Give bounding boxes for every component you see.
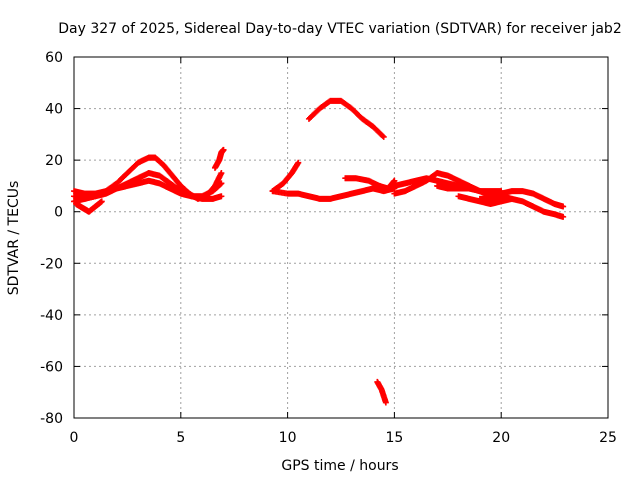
y-tick-label: 20 — [45, 153, 63, 169]
y-tick-label: 0 — [54, 205, 63, 221]
series-track-o — [455, 193, 515, 207]
series-track-e — [211, 146, 227, 171]
data-point — [382, 399, 389, 406]
series-track-m — [434, 182, 567, 210]
data-point — [218, 170, 225, 177]
data-point — [98, 198, 105, 205]
y-tick-label: 60 — [45, 50, 63, 66]
axis-tick-labels: 0 5 10 15 20 25 -80 -60 -40 -20 0 20 40 60 — [40, 50, 617, 446]
data-points — [71, 97, 567, 406]
data-point — [560, 213, 567, 220]
y-tick-label: -40 — [40, 308, 63, 324]
data-point — [560, 203, 567, 210]
grid-lines — [74, 57, 608, 418]
x-tick-label: 10 — [279, 430, 297, 446]
data-point — [295, 159, 302, 166]
series-track-g — [269, 185, 398, 202]
data-point — [218, 193, 225, 200]
series-track-i — [342, 175, 398, 192]
x-tick-label: 25 — [599, 430, 617, 446]
x-axis-label: GPS time / hours — [281, 458, 398, 474]
y-tick-label: -80 — [40, 411, 63, 427]
y-tick-label: 40 — [45, 102, 63, 118]
x-tick-label: 0 — [70, 430, 79, 446]
series-track-c — [71, 177, 225, 202]
series-track-j — [374, 378, 389, 406]
x-tick-label: 5 — [176, 430, 185, 446]
data-point — [379, 132, 386, 139]
data-point — [391, 177, 398, 184]
x-tick-label: 20 — [492, 430, 510, 446]
data-point — [508, 195, 515, 202]
y-tick-label: -60 — [40, 359, 63, 375]
data-point — [220, 146, 227, 153]
x-tick-label: 15 — [385, 430, 403, 446]
data-point — [218, 180, 225, 187]
series-track-f — [269, 159, 302, 195]
series-track-b — [71, 170, 225, 205]
plot-frame — [73, 56, 609, 419]
chart-title: Day 327 of 2025, Sidereal Day-to-day VTE… — [58, 21, 621, 37]
axis-ticks — [73, 56, 609, 419]
series-track-d — [73, 198, 105, 215]
data-point — [380, 133, 387, 140]
y-tick-label: -20 — [40, 256, 63, 272]
series-track-h — [305, 97, 387, 140]
y-axis-label: SDTVAR / TECUs — [6, 181, 22, 296]
